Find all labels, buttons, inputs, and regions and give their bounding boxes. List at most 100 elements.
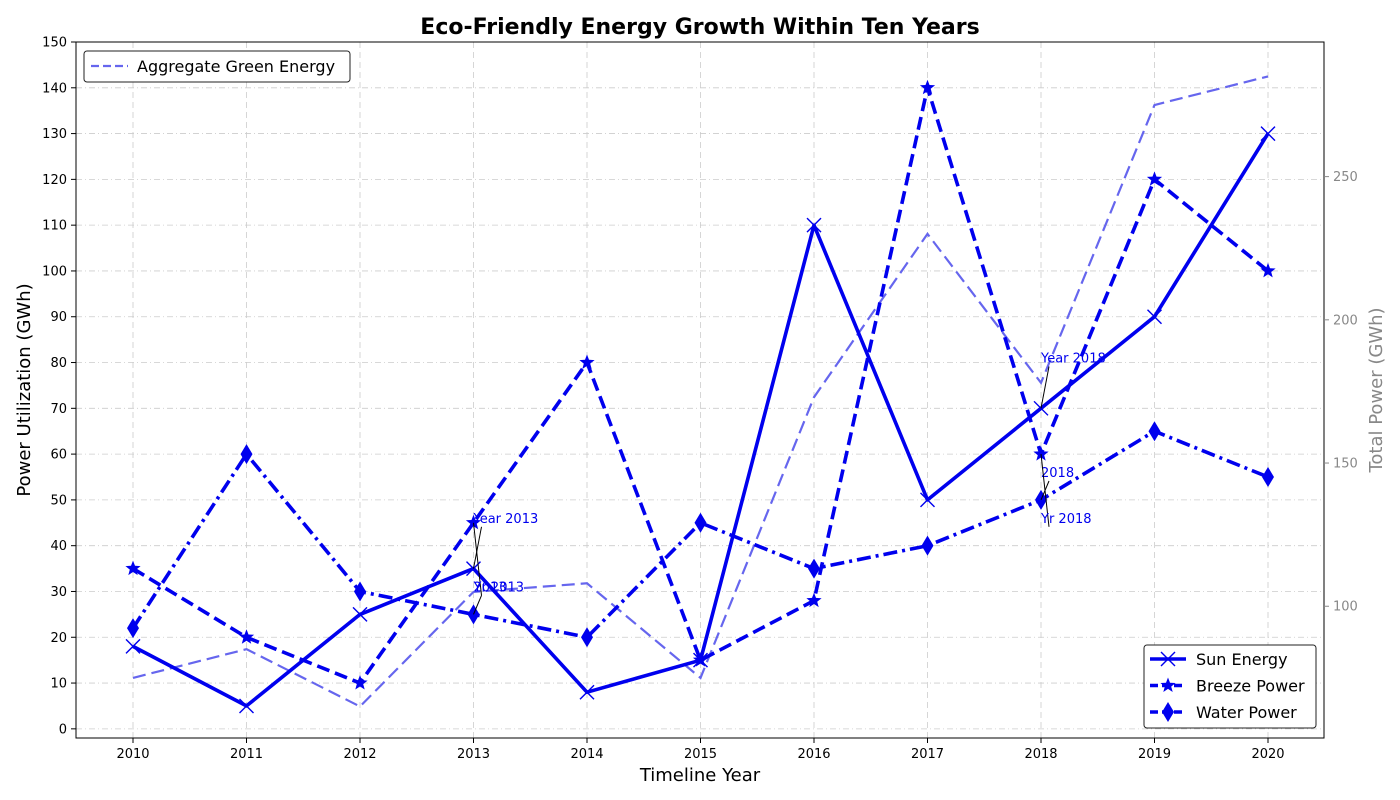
x-tick-label: 2018 bbox=[1024, 747, 1057, 762]
x-tick-label: 2020 bbox=[1251, 747, 1284, 762]
data-point-breeze-power bbox=[1033, 446, 1049, 461]
data-point-sun-energy bbox=[1147, 309, 1162, 325]
data-point-water-power bbox=[1148, 421, 1161, 442]
data-point-water-power bbox=[694, 512, 707, 533]
data-point-sun-energy bbox=[1260, 126, 1276, 142]
data-point-breeze-power bbox=[692, 652, 709, 667]
data-point-water-power bbox=[921, 535, 934, 556]
annotation-arrow bbox=[473, 595, 482, 615]
y-tick-label: 150 bbox=[42, 36, 67, 51]
annotation-label: 2013 bbox=[474, 580, 507, 595]
data-point-water-power bbox=[354, 581, 366, 602]
y-tick-label: 60 bbox=[50, 448, 67, 463]
x-marker-stroke bbox=[1147, 309, 1162, 325]
data-point-breeze-power bbox=[1146, 171, 1163, 186]
data-point-water-power bbox=[581, 627, 593, 648]
data-point-water-power bbox=[808, 558, 820, 579]
x-tick-label: 2013 bbox=[457, 747, 490, 762]
y-tick-label: 80 bbox=[50, 356, 67, 371]
y-axis-label: Power Utilization (GWh) bbox=[14, 283, 35, 496]
legend-marker bbox=[1160, 677, 1176, 692]
x-tick-label: 2015 bbox=[684, 747, 717, 762]
x-marker-stroke bbox=[125, 638, 141, 654]
x-marker-stroke bbox=[806, 217, 822, 233]
x-tick-label: 2017 bbox=[911, 747, 944, 762]
legend-secondary: Aggregate Green Energy bbox=[83, 50, 351, 83]
data-point-breeze-power bbox=[238, 629, 255, 644]
y-tick-label: 20 bbox=[50, 631, 67, 646]
data-point-breeze-power bbox=[352, 675, 368, 690]
data-point-sun-energy bbox=[125, 638, 141, 654]
annotation-arrow bbox=[1040, 366, 1050, 409]
data-point-breeze-power bbox=[465, 514, 482, 530]
y-tick-label: 140 bbox=[42, 81, 67, 96]
legend-entry-label: Aggregate Green Energy bbox=[137, 57, 335, 76]
x-marker-stroke bbox=[920, 492, 935, 508]
y-tick-label: 120 bbox=[42, 173, 67, 188]
legend-entry-label: Breeze Power bbox=[1196, 677, 1305, 696]
legend-box bbox=[1143, 644, 1317, 729]
data-point-breeze-power bbox=[919, 79, 936, 95]
x-tick-label: 2019 bbox=[1138, 747, 1171, 762]
y2-tick-label: 250 bbox=[1333, 170, 1358, 185]
chart-title: Eco-Friendly Energy Growth Within Ten Ye… bbox=[420, 15, 979, 40]
series-line-aggregate-green-energy bbox=[132, 75, 1269, 708]
y2-tick-label: 150 bbox=[1333, 457, 1358, 472]
plot-frame bbox=[75, 41, 1325, 739]
annotation-label: Year 2013 bbox=[473, 512, 539, 527]
y-tick-label: 110 bbox=[42, 219, 67, 234]
annotation-arrow bbox=[473, 526, 482, 569]
annotation-label: Year 2018 bbox=[1040, 352, 1106, 367]
data-point-water-power bbox=[240, 444, 253, 465]
data-point-water-power bbox=[1262, 467, 1274, 487]
x-marker-stroke bbox=[239, 698, 254, 714]
data-point-sun-energy bbox=[239, 698, 254, 714]
legend-entry-label: Sun Energy bbox=[1196, 650, 1288, 669]
data-point-breeze-power bbox=[125, 560, 141, 576]
y-tick-label: 40 bbox=[50, 539, 67, 554]
y-tick-label: 50 bbox=[50, 493, 67, 508]
annotation-arrow bbox=[473, 522, 482, 596]
y-tick-label: 90 bbox=[50, 310, 67, 325]
y-tick-label: 100 bbox=[42, 264, 67, 279]
x-marker-stroke bbox=[579, 684, 595, 700]
legend-marker bbox=[1160, 651, 1176, 667]
y-tick-label: 130 bbox=[42, 127, 67, 142]
data-point-sun-energy bbox=[352, 606, 368, 622]
series-line-sun-energy bbox=[132, 132, 1270, 708]
x-axis-label: Timeline Year bbox=[639, 765, 761, 786]
x-tick-label: 2010 bbox=[116, 747, 149, 762]
annotation-label: Yr 2013 bbox=[473, 580, 525, 595]
y-tick-label: 70 bbox=[50, 402, 67, 417]
x-marker-stroke bbox=[352, 606, 368, 622]
data-point-water-power bbox=[127, 618, 139, 639]
y-tick-label: 0 bbox=[59, 722, 67, 737]
x-tick-label: 2011 bbox=[230, 747, 263, 762]
series-line-breeze-power bbox=[132, 86, 1270, 685]
x-tick-label: 2016 bbox=[797, 747, 830, 762]
y-tick-label: 30 bbox=[50, 585, 67, 600]
legend-entry-label: Water Power bbox=[1196, 703, 1297, 722]
x-marker-stroke bbox=[1160, 651, 1176, 667]
x-tick-label: 2012 bbox=[343, 747, 376, 762]
legend-marker bbox=[1162, 702, 1174, 722]
annotation-label: Yr 2018 bbox=[1040, 512, 1092, 527]
y2-tick-label: 200 bbox=[1333, 313, 1358, 328]
data-point-breeze-power bbox=[579, 354, 595, 369]
y2-axis-label: Total Power (GWh) bbox=[1366, 307, 1387, 473]
annotation-label: 2018 bbox=[1041, 466, 1074, 481]
legend-main: Sun Energy Breeze Power Water Power bbox=[1143, 644, 1317, 729]
series-line-water-power bbox=[131, 429, 1269, 640]
data-point-breeze-power bbox=[806, 592, 822, 608]
data-point-sun-energy bbox=[579, 684, 595, 700]
data-point-sun-energy bbox=[920, 492, 935, 508]
x-tick-label: 2014 bbox=[570, 747, 603, 762]
annotation-arrow bbox=[1040, 454, 1050, 527]
y2-tick-label: 100 bbox=[1333, 600, 1358, 615]
data-point-sun-energy bbox=[806, 217, 822, 233]
legend-box bbox=[83, 50, 351, 83]
y-tick-label: 10 bbox=[50, 677, 67, 692]
data-point-breeze-power bbox=[1260, 262, 1276, 278]
x-marker-stroke bbox=[1260, 126, 1276, 142]
